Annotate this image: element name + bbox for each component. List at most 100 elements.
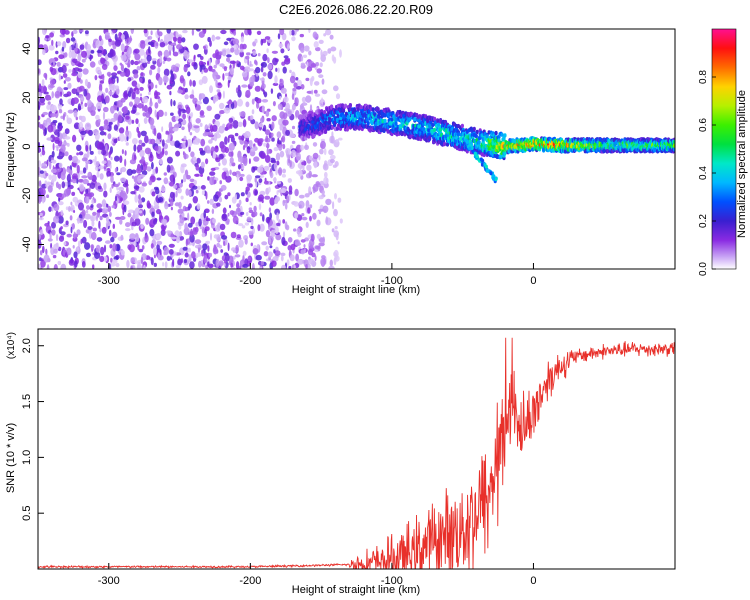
- heatmap-noise-cell: [281, 135, 286, 143]
- heatmap-noise-cell: [239, 176, 244, 182]
- heatmap-noise-cell: [224, 194, 229, 200]
- heatmap-noise-cell: [265, 230, 271, 238]
- heatmap-ridge-cell: [485, 168, 489, 173]
- heatmap-noise-cell: [103, 182, 107, 191]
- heatmap-noise-cell: [271, 115, 277, 122]
- heatmap-noise-cell: [282, 143, 286, 150]
- heatmap-noise-cell: [308, 186, 312, 195]
- heatmap-noise-cell: [167, 135, 171, 142]
- heatmap-noise-cell: [115, 216, 122, 220]
- heatmap-noise-cell: [139, 265, 142, 269]
- heatmap-noise-cell: [46, 137, 53, 141]
- heatmap-noise-cell: [254, 137, 260, 143]
- heatmap-ridge-cell: [356, 107, 360, 112]
- heatmap-ridge-cell: [428, 135, 432, 140]
- heatmap-noise-cell: [259, 190, 266, 196]
- heatmap-noise-cell: [146, 166, 152, 172]
- heatmap-noise-cell: [202, 96, 209, 105]
- heatmap-noise-cell: [99, 227, 102, 233]
- heatmap-noise-cell: [141, 245, 145, 250]
- heatmap-noise-cell: [224, 146, 229, 154]
- heatmap-noise-cell: [189, 79, 193, 87]
- heatmap-noise-cell: [146, 200, 151, 209]
- heatmap-noise-cell: [195, 164, 200, 171]
- heatmap-noise-cell: [92, 227, 98, 232]
- heatmap-noise-cell: [242, 119, 247, 128]
- heatmap-noise-cell: [300, 47, 305, 53]
- heatmap-noise-cell: [95, 244, 101, 253]
- heatmap-noise-cell: [227, 76, 232, 81]
- heatmap-noise-cell: [228, 134, 235, 139]
- heatmap-noise-cell: [296, 227, 301, 235]
- heatmap-ridge-cell: [468, 146, 472, 151]
- heatmap-noise-cell: [187, 71, 191, 77]
- heatmap-noise-cell: [58, 54, 65, 60]
- heatmap-noise-cell: [316, 68, 323, 74]
- heatmap-noise-cell: [47, 185, 53, 193]
- heatmap-noise-cell: [130, 265, 133, 269]
- heatmap-noise-cell: [52, 120, 58, 124]
- heatmap-noise-cell: [65, 37, 71, 44]
- heatmap-noise-cell: [178, 182, 183, 188]
- snr-x-tick-label: -100: [381, 575, 403, 587]
- heatmap-noise-cell: [283, 55, 289, 59]
- heatmap-noise-cell: [121, 149, 124, 155]
- heatmap-noise-cell: [183, 152, 187, 160]
- heatmap-noise-cell: [124, 68, 131, 77]
- heatmap-noise-cell: [166, 57, 172, 62]
- heatmap-noise-cell: [195, 222, 199, 227]
- heatmap-noise-cell: [190, 216, 196, 225]
- heatmap-noise-cell: [98, 83, 103, 93]
- heatmap-noise-cell: [229, 204, 231, 209]
- heatmap-noise-cell: [131, 221, 137, 227]
- heatmap-noise-cell: [103, 166, 107, 170]
- heatmap-noise-cell: [222, 167, 228, 171]
- heatmap-noise-cell: [223, 107, 231, 114]
- heatmap-noise-cell: [313, 89, 318, 94]
- heatmap-noise-cell: [138, 139, 143, 144]
- spectrogram-y-label: Frequency (Hz): [5, 112, 17, 188]
- heatmap-noise-cell: [218, 125, 225, 134]
- heatmap-noise-cell: [295, 253, 299, 262]
- heatmap-noise-cell: [315, 47, 321, 52]
- heatmap-noise-cell: [119, 218, 123, 225]
- heatmap-noise-cell: [49, 79, 56, 86]
- heatmap-noise-cell: [75, 116, 79, 121]
- heatmap-noise-cell: [138, 194, 141, 201]
- heatmap-noise-cell: [216, 191, 222, 197]
- heatmap-noise-cell: [140, 223, 144, 229]
- heatmap-noise-cell: [170, 73, 175, 83]
- heatmap-noise-cell: [247, 29, 252, 35]
- heatmap-noise-cell: [228, 142, 235, 151]
- heatmap-noise-cell: [252, 166, 259, 171]
- heatmap-noise-cell: [73, 231, 76, 240]
- heatmap-noise-cell: [268, 237, 272, 244]
- heatmap-noise-cell: [134, 96, 141, 105]
- heatmap-noise-cell: [134, 194, 139, 203]
- heatmap-noise-cell: [294, 188, 299, 197]
- heatmap-noise-cell: [163, 251, 167, 256]
- heatmap-noise-cell: [101, 160, 107, 164]
- heatmap-noise-cell: [227, 192, 231, 197]
- heatmap-noise-cell: [272, 177, 277, 182]
- heatmap-noise-cell: [222, 207, 227, 214]
- colorbar-label: Normalized spectral amplitude: [736, 90, 748, 238]
- heatmap-noise-cell: [334, 255, 340, 262]
- heatmap-noise-cell: [102, 256, 108, 262]
- heatmap-noise-cell: [41, 79, 45, 87]
- heatmap-noise-cell: [189, 94, 195, 99]
- heatmap-noise-cell: [84, 196, 90, 204]
- heatmap-noise-cell: [245, 55, 250, 60]
- heatmap-noise-cell: [300, 239, 306, 243]
- heatmap-noise-cell: [269, 212, 272, 220]
- heatmap-noise-cell: [254, 121, 259, 130]
- heatmap-noise-cell: [239, 156, 244, 164]
- heatmap-noise-cell: [229, 169, 232, 175]
- heatmap-noise-cell: [243, 157, 248, 167]
- heatmap-noise-cell: [138, 123, 141, 128]
- heatmap-noise-cell: [96, 237, 103, 242]
- heatmap-noise-cell: [97, 185, 102, 190]
- heatmap-noise-cell: [81, 50, 87, 58]
- heatmap-noise-cell: [56, 41, 62, 47]
- heatmap-noise-cell: [314, 255, 317, 262]
